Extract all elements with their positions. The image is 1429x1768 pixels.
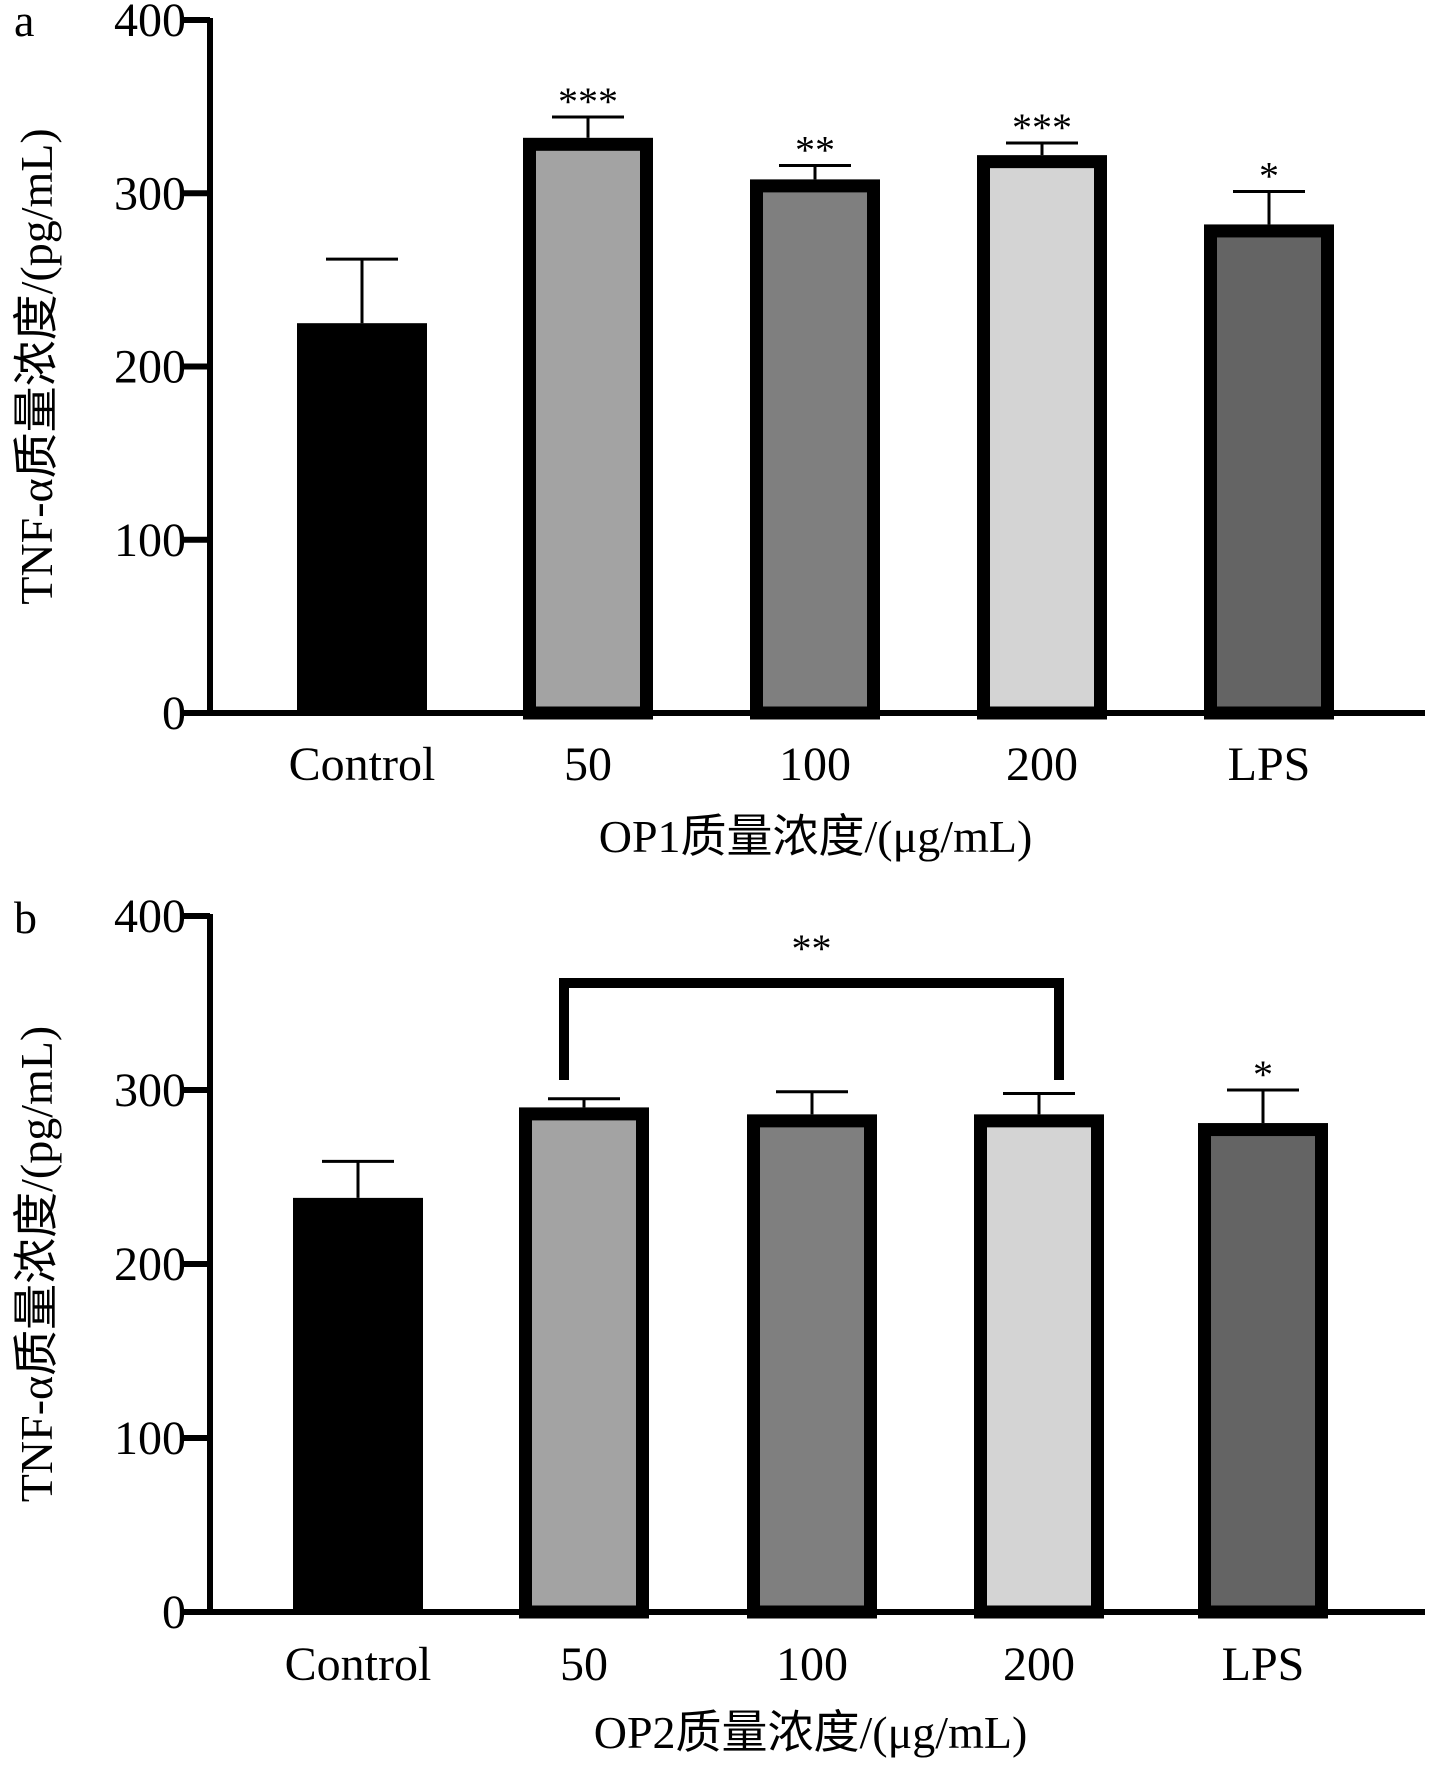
- y-axis-title: TNF-α质量浓度/(pg/mL): [11, 128, 62, 604]
- x-tick-label: 50: [560, 1638, 608, 1691]
- bar: [747, 1114, 877, 1619]
- panel-label: a: [14, 0, 34, 46]
- y-tick-label: 300: [114, 1064, 186, 1117]
- significance-marker: *: [1259, 154, 1279, 199]
- y-tick-label: 300: [114, 167, 186, 220]
- significance-marker: **: [795, 128, 835, 173]
- y-tick-label: 200: [114, 341, 186, 394]
- y-tick-label: 0: [162, 687, 186, 740]
- chart-panel-a: a0100200300400TNF-α质量浓度/(pg/mL)*********…: [11, 0, 1425, 862]
- y-tick-label: 100: [114, 1412, 186, 1465]
- x-axis-title: OP1质量浓度/(μg/mL): [599, 811, 1033, 862]
- x-tick-label: 100: [776, 1638, 848, 1691]
- x-axis-title: OP2质量浓度/(μg/mL): [594, 1707, 1028, 1758]
- y-tick-label: 0: [162, 1586, 186, 1639]
- y-tick-label: 400: [114, 0, 186, 47]
- x-tick-label: Control: [289, 738, 436, 791]
- x-tick-label: Control: [285, 1638, 432, 1691]
- bar: [1204, 224, 1334, 720]
- x-tick-label: LPS: [1222, 1638, 1305, 1691]
- bar: [974, 1114, 1104, 1619]
- significance-marker: ***: [1012, 105, 1072, 150]
- bar: [519, 1107, 649, 1619]
- significance-marker: ***: [558, 79, 618, 124]
- y-tick-label: 400: [114, 890, 186, 943]
- panel-label: b: [14, 892, 37, 943]
- bar: [293, 1197, 423, 1612]
- significance-bracket: [559, 978, 1064, 1080]
- bracket-significance-label: **: [792, 926, 832, 971]
- significance-marker: *: [1253, 1052, 1273, 1097]
- bar: [977, 155, 1107, 720]
- x-tick-label: 100: [779, 738, 851, 791]
- x-tick-label: 200: [1003, 1638, 1075, 1691]
- y-tick-label: 200: [114, 1238, 186, 1291]
- bar: [297, 323, 427, 713]
- x-tick-label: 50: [564, 738, 612, 791]
- bar: [1198, 1123, 1328, 1619]
- y-tick-label: 100: [114, 514, 186, 567]
- x-tick-label: LPS: [1228, 738, 1311, 791]
- y-axis-title: TNF-α质量浓度/(pg/mL): [11, 1026, 62, 1502]
- bar: [750, 179, 880, 720]
- bar: [523, 137, 653, 720]
- x-tick-label: 200: [1006, 738, 1078, 791]
